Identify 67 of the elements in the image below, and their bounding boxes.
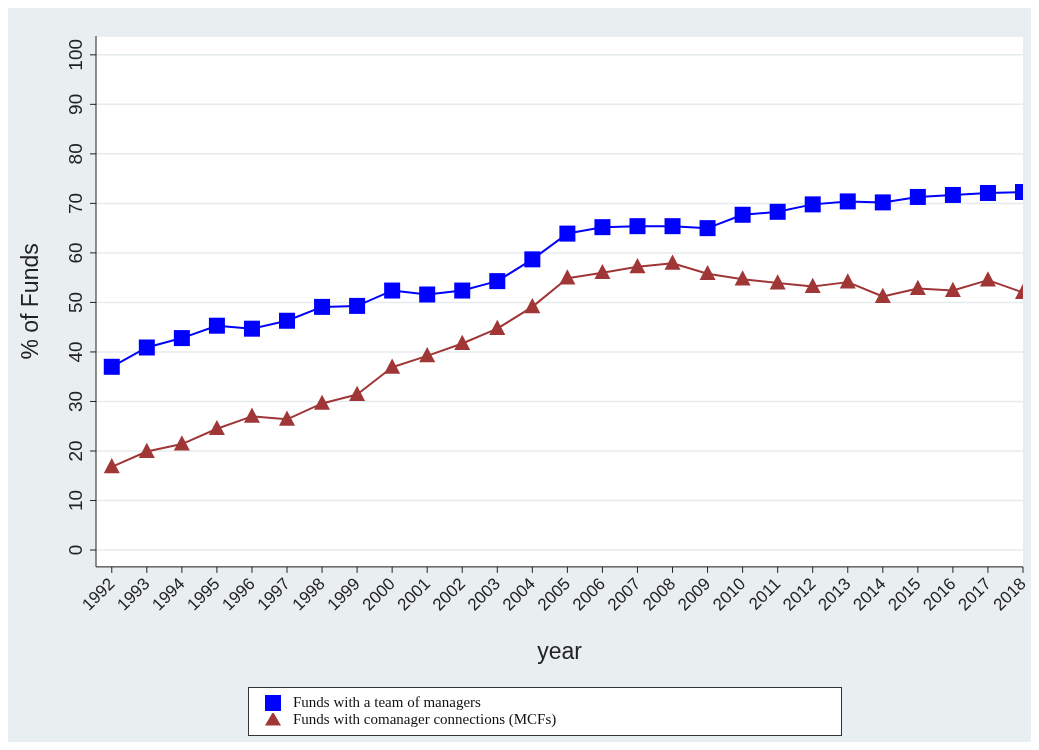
point	[489, 319, 506, 336]
point	[173, 330, 190, 347]
point	[699, 220, 716, 237]
point	[594, 219, 611, 236]
point	[944, 281, 961, 297]
y-tick-label: 70	[65, 192, 86, 214]
y-tick-label: 40	[65, 341, 86, 363]
point	[349, 297, 366, 314]
point	[279, 312, 296, 329]
y-tick-label: 60	[65, 242, 86, 264]
point	[944, 186, 961, 203]
point	[629, 257, 646, 274]
y-axis-title: % of Funds	[17, 243, 44, 360]
point	[664, 254, 681, 270]
point	[419, 286, 436, 303]
legend-label: Funds with a team of managers	[293, 693, 481, 710]
legend-label: Funds with comanager connections (MCFs)	[293, 711, 557, 728]
point	[243, 407, 260, 423]
point	[524, 298, 541, 314]
y-tick-label: 80	[65, 143, 86, 165]
point	[979, 271, 996, 287]
point	[314, 394, 331, 410]
point	[769, 274, 786, 290]
point	[839, 273, 856, 289]
point	[734, 270, 751, 286]
point	[454, 282, 471, 299]
point	[559, 269, 576, 285]
point	[489, 273, 506, 290]
point	[419, 347, 436, 363]
point	[629, 218, 646, 235]
y-tick-label: 0	[65, 544, 86, 556]
point	[524, 251, 541, 268]
y-tick-label: 100	[65, 38, 86, 71]
point	[594, 263, 611, 280]
point	[384, 282, 401, 299]
point	[243, 320, 260, 337]
point	[279, 410, 296, 426]
point	[769, 203, 786, 220]
point	[103, 458, 120, 474]
point	[103, 358, 120, 375]
point	[208, 317, 225, 334]
y-tick-label: 50	[65, 291, 86, 313]
point	[979, 184, 996, 201]
point	[384, 358, 401, 374]
point	[138, 339, 155, 356]
point	[699, 264, 716, 281]
point	[138, 442, 155, 458]
point	[349, 385, 366, 401]
y-tick-label: 20	[65, 440, 86, 462]
y-tick-label: 90	[65, 93, 86, 115]
point	[559, 225, 576, 242]
point	[839, 193, 856, 210]
point	[734, 206, 751, 223]
point	[173, 435, 190, 451]
point	[664, 218, 681, 235]
point	[454, 334, 471, 350]
point	[909, 279, 926, 295]
point	[804, 277, 821, 293]
point	[874, 287, 891, 303]
point	[314, 298, 331, 315]
y-tick-label: 30	[65, 390, 86, 413]
point	[909, 188, 926, 205]
point	[874, 194, 891, 211]
point	[804, 196, 821, 213]
y-tick-label: 10	[65, 489, 86, 512]
point	[208, 419, 225, 436]
x-axis-title: year	[537, 637, 583, 664]
